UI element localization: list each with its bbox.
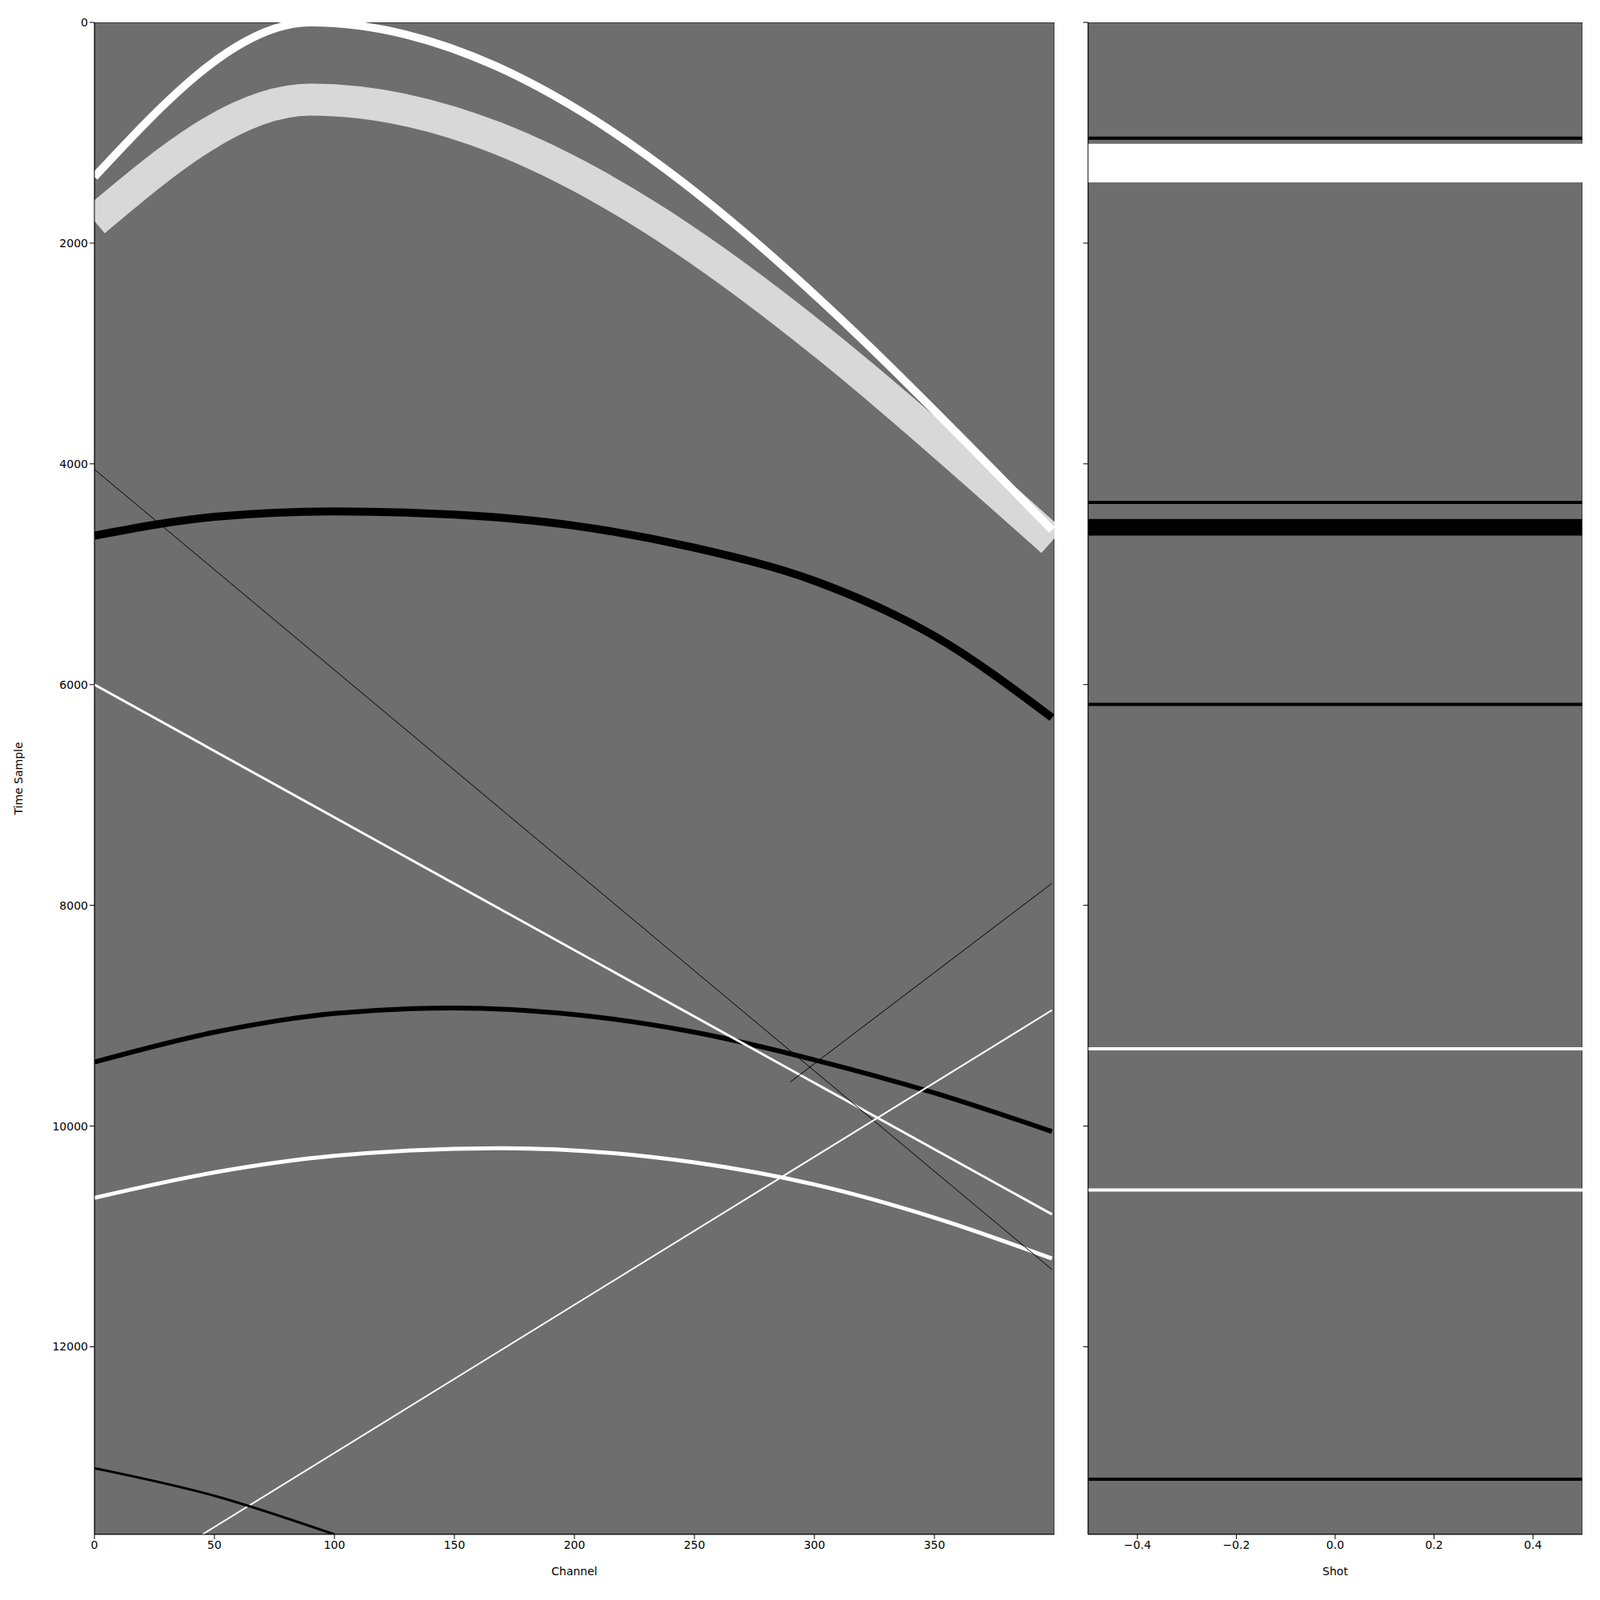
svg-text:200: 200 xyxy=(564,1538,586,1552)
svg-text:0: 0 xyxy=(80,16,88,29)
svg-text:Shot: Shot xyxy=(1322,1564,1348,1578)
svg-text:100: 100 xyxy=(324,1538,346,1552)
svg-text:Channel: Channel xyxy=(551,1564,597,1578)
svg-text:Time Sample: Time Sample xyxy=(12,741,25,816)
svg-text:0: 0 xyxy=(91,1538,99,1552)
svg-text:8000: 8000 xyxy=(59,899,88,912)
svg-text:0.4: 0.4 xyxy=(1524,1538,1542,1552)
svg-text:10000: 10000 xyxy=(52,1120,88,1133)
svg-text:0.0: 0.0 xyxy=(1326,1538,1344,1552)
svg-text:−0.4: −0.4 xyxy=(1124,1538,1152,1552)
svg-text:350: 350 xyxy=(924,1538,946,1552)
svg-text:6000: 6000 xyxy=(59,678,88,692)
svg-text:150: 150 xyxy=(444,1538,466,1552)
svg-text:300: 300 xyxy=(804,1538,826,1552)
svg-text:0.2: 0.2 xyxy=(1424,1538,1443,1552)
svg-text:12000: 12000 xyxy=(52,1340,88,1353)
svg-text:4000: 4000 xyxy=(59,457,88,471)
svg-text:250: 250 xyxy=(684,1538,706,1552)
svg-text:−0.2: −0.2 xyxy=(1222,1538,1250,1552)
svg-text:2000: 2000 xyxy=(59,236,88,250)
svg-text:50: 50 xyxy=(207,1538,222,1552)
